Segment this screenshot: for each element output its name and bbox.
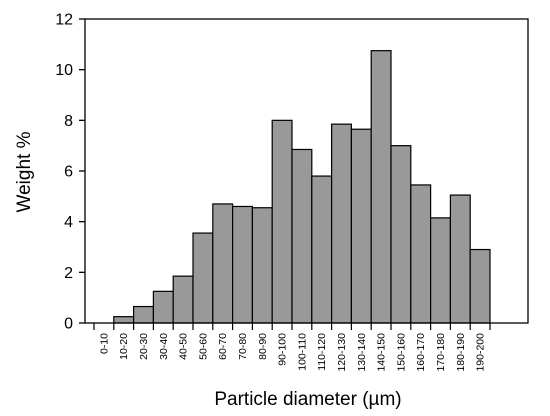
y-tick-label: 0 [64,316,73,333]
y-tick-label: 6 [64,164,73,181]
bar-70-80 [232,205,254,324]
x-tick-label: 160-170 [415,333,427,372]
bar-130-140 [350,128,372,324]
y-tick-label: 4 [64,214,73,231]
x-ticks-group: 0-10 10-20 20-30 30-40 40-50 50-60 60-70 70-80 8… [93,323,491,372]
x-tick-label: 150-160 [395,333,407,372]
bar-10-20 [113,316,135,324]
bar-110-120 [311,175,333,324]
x-tick-label: 10-20 [118,333,130,360]
x-tick-label: 120-130 [336,333,348,372]
x-tick-label: 180-190 [455,333,467,372]
bar-150-160 [390,145,412,324]
x-tick-label: 30-40 [158,333,170,360]
y-tick-label: 12 [55,12,73,29]
bar-90-100 [271,119,293,324]
x-tick-label: 50-60 [197,333,209,360]
x-tick-label: 70-80 [237,333,249,360]
x-tick-label: 140-150 [376,333,388,372]
y-ticks-group: 0 2 4 6 8 10 12 [55,12,85,333]
x-tick-label: 0-10 [98,333,110,354]
x-tick-label: 110-120 [316,333,328,371]
bar-170-180 [430,217,452,324]
x-tick-label: 130-140 [356,333,368,372]
bar-60-70 [212,203,234,324]
bar-160-170 [410,184,432,324]
y-axis-title: Weight % [14,131,35,212]
x-tick-label: 40-50 [178,333,190,360]
bar-80-90 [251,207,273,324]
bar-40-50 [172,275,194,324]
x-tick-label: 170-180 [435,333,447,372]
y-tick-label: 2 [64,265,73,282]
x-tick-label: 100-110 [296,333,308,371]
x-tick-label: 20-30 [138,333,150,360]
x-axis-title: Particle diameter (µm) [214,389,401,410]
bar-140-150 [370,50,392,324]
x-tick-label: 190-200 [475,333,487,372]
bar-100-110 [291,148,313,324]
bar-50-60 [192,232,214,324]
y-tick-label: 10 [55,62,73,79]
bar-190-200 [469,248,491,324]
y-tick-label: 8 [64,113,73,130]
x-tick-label: 90-100 [277,333,289,366]
bars-group [113,50,491,324]
x-tick-label: 60-70 [217,333,229,360]
x-tick-label: 80-90 [257,333,269,360]
bar-180-190 [449,194,471,324]
bar-120-130 [331,123,353,324]
bar-20-30 [133,305,155,324]
bar-30-40 [152,290,174,324]
